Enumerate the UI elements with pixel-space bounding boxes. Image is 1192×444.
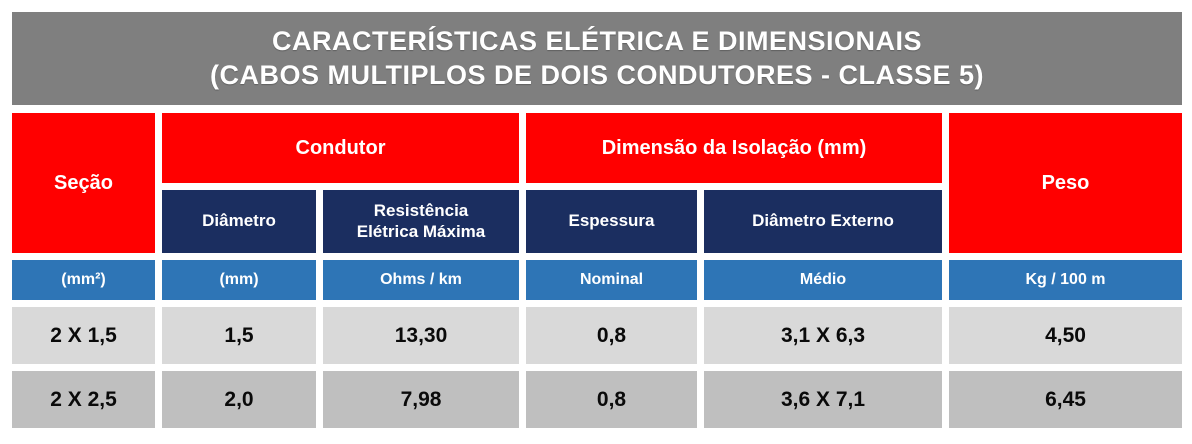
col-header-resistencia: Resistência Elétrica Máxima: [323, 190, 519, 253]
cell-resistencia-r0: 13,30: [323, 307, 519, 364]
cell-diametro-r1: 2,0: [162, 371, 316, 428]
unit-secao-mm2: (mm²): [12, 260, 155, 300]
cell-peso-r1: 6,45: [949, 371, 1182, 428]
col-header-diametro-externo: Diâmetro Externo: [704, 190, 942, 253]
unit-peso-kg-100m: Kg / 100 m: [949, 260, 1182, 300]
col-header-diametro: Diâmetro: [162, 190, 316, 253]
unit-diametro-mm: (mm): [162, 260, 316, 300]
table-title-line1: CARACTERÍSTICAS ELÉTRICA E DIMENSIONAIS: [271, 26, 923, 56]
group-header-condutor: Condutor: [162, 113, 519, 183]
cell-espessura-r0: 0,8: [526, 307, 697, 364]
col-header-resistencia-label: Resistência Elétrica Máxima: [356, 201, 486, 241]
cell-secao-r0: 2 X 1,5: [12, 307, 155, 364]
unit-resistencia-ohms-km: Ohms / km: [323, 260, 519, 300]
spec-table: Seção Condutor Dimensão da Isolação (mm)…: [12, 113, 1182, 428]
table-title: CARACTERÍSTICAS ELÉTRICA E DIMENSIONAIS …: [12, 12, 1182, 105]
col-header-espessura: Espessura: [526, 190, 697, 253]
unit-diametro-externo-medio: Médio: [704, 260, 942, 300]
cell-diametro-externo-r0: 3,1 X 6,3: [704, 307, 942, 364]
unit-espessura-nominal: Nominal: [526, 260, 697, 300]
group-header-secao: Seção: [12, 113, 155, 253]
cell-diametro-r0: 1,5: [162, 307, 316, 364]
group-header-peso: Peso: [949, 113, 1182, 253]
cell-espessura-r1: 0,8: [526, 371, 697, 428]
group-header-isolacao: Dimensão da Isolação (mm): [526, 113, 942, 183]
table-title-line2: (CABOS MULTIPLOS DE DOIS CONDUTORES - CL…: [209, 60, 985, 90]
cell-peso-r0: 4,50: [949, 307, 1182, 364]
cell-secao-r1: 2 X 2,5: [12, 371, 155, 428]
cell-diametro-externo-r1: 3,6 X 7,1: [704, 371, 942, 428]
cell-resistencia-r1: 7,98: [323, 371, 519, 428]
